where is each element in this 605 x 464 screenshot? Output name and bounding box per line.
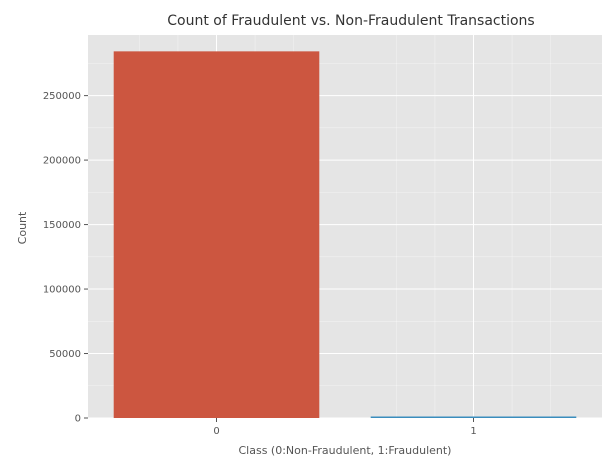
bar-class-0	[113, 51, 320, 419]
y-tick-label: 150000	[43, 220, 81, 231]
axis-ticks: 0 50000 100000 150000 200000 250000 0 1	[43, 91, 477, 437]
y-tick-label: 100000	[43, 285, 81, 296]
chart-title: Count of Fraudulent vs. Non-Fraudulent T…	[167, 13, 534, 29]
bar-class-1	[370, 416, 577, 418]
y-tick-label: 200000	[43, 156, 81, 167]
y-axis-label: Count	[16, 211, 29, 244]
bars	[113, 51, 577, 419]
x-axis-label: Class (0:Non-Fraudulent, 1:Fraudulent)	[239, 444, 452, 457]
y-tick-label: 250000	[43, 91, 81, 102]
x-tick-label: 1	[470, 426, 476, 437]
y-tick-label: 0	[75, 414, 81, 425]
y-tick-label: 50000	[49, 349, 81, 360]
x-tick-label: 0	[213, 426, 219, 437]
